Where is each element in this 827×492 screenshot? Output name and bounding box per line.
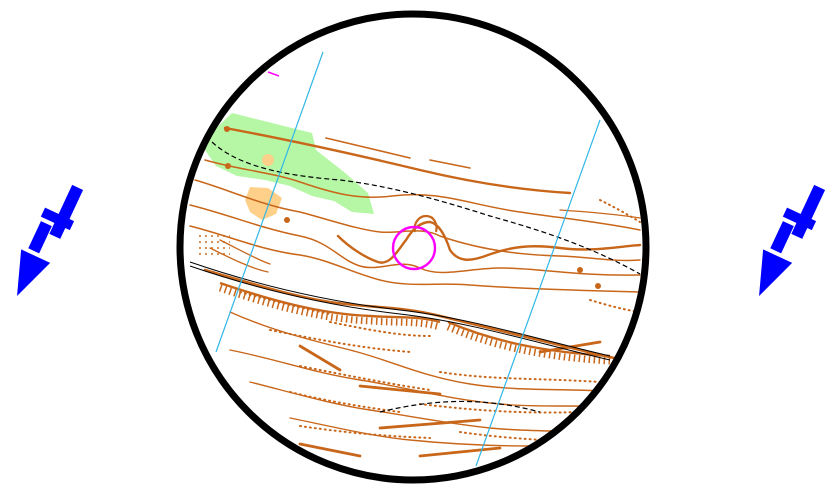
map-lens-content — [180, 14, 646, 480]
control-circle — [391, 225, 437, 271]
lens-border — [176, 10, 650, 484]
course-line — [267, 71, 280, 77]
knoll-feature — [413, 214, 438, 233]
open-land-spot — [262, 154, 274, 166]
contour-lines — [189, 126, 642, 458]
north-arrow-icon — [759, 184, 826, 297]
dashed-paths — [189, 141, 641, 413]
north-arrow-icon — [17, 184, 84, 297]
boulders — [224, 126, 601, 289]
vegetation-green — [205, 113, 374, 214]
magnetic-north-lines — [215, 51, 601, 467]
rough-ground — [196, 232, 230, 256]
